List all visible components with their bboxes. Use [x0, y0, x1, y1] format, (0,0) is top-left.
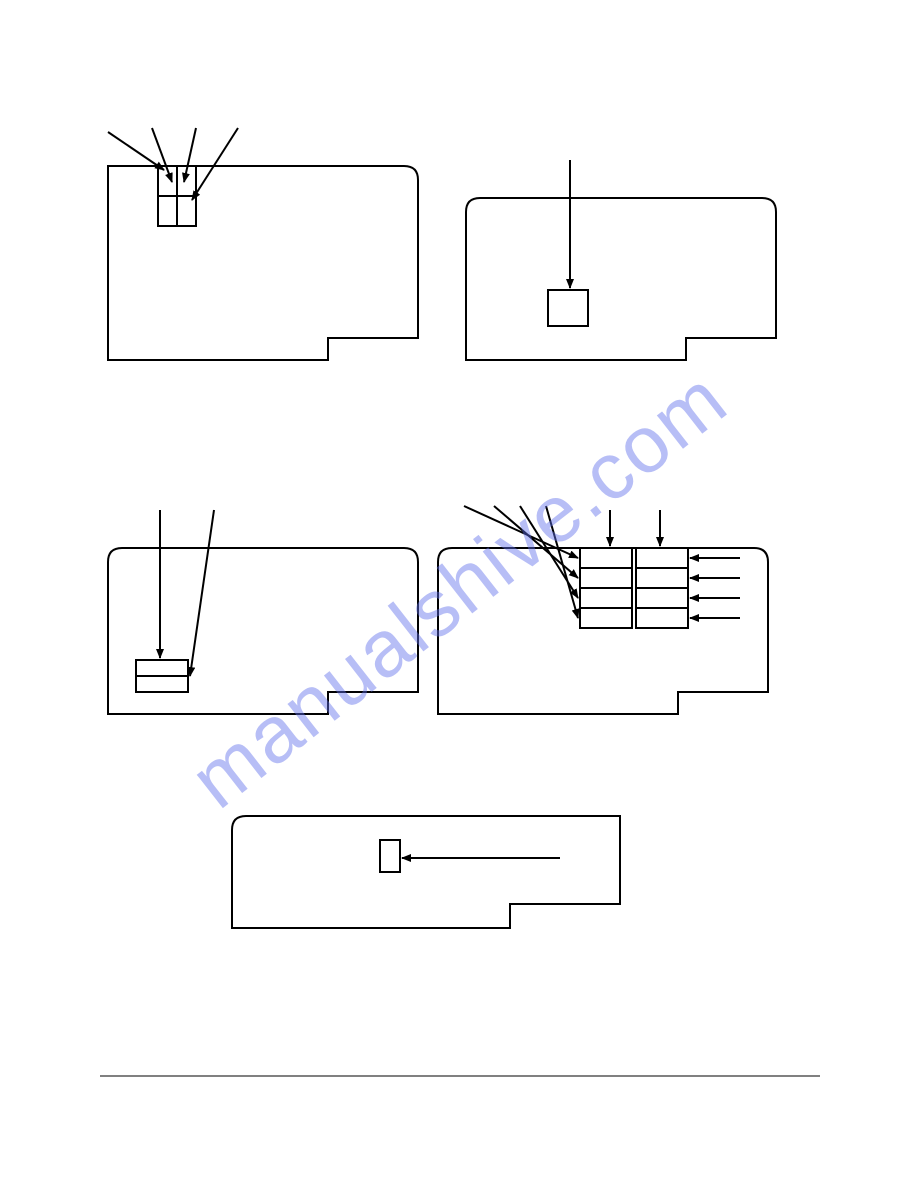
panel-D-arrow-left-4	[546, 506, 578, 618]
panel-A	[108, 128, 418, 360]
panel-D-grid	[580, 548, 688, 628]
panel-D-outline	[438, 548, 768, 714]
panel-D-arrow-left-2	[494, 506, 578, 578]
panel-C	[108, 510, 418, 714]
panel-C-box1	[136, 660, 188, 676]
page-root: manualshive.com	[0, 0, 918, 1188]
diagram-svg	[0, 0, 918, 1188]
panel-D	[438, 506, 768, 714]
panel-E-outline	[232, 816, 620, 928]
panel-A-arrow-4	[192, 128, 238, 200]
panel-E	[232, 816, 620, 928]
panel-D-arrow-left-1	[464, 506, 578, 558]
panel-C-box2	[136, 676, 188, 692]
panel-B-outline	[466, 198, 776, 360]
panel-B	[466, 160, 776, 360]
panel-B-box	[548, 290, 588, 326]
panel-A-outline	[108, 166, 418, 360]
panel-A-arrow-2	[152, 128, 172, 182]
panel-C-outline	[108, 548, 418, 714]
panel-A-arrow-3	[184, 128, 196, 182]
panel-C-arrow-2	[190, 510, 214, 676]
panel-E-box	[380, 840, 400, 872]
